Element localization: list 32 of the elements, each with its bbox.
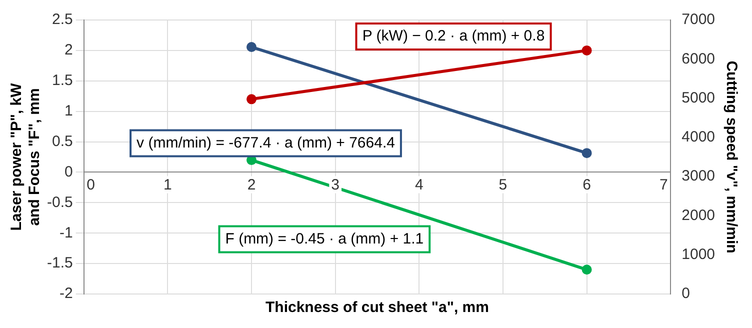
y2-tick-label: 3000 (682, 168, 716, 185)
x-tick-label: 3 (331, 176, 340, 194)
annotation: F (mm) = -0.45 · a (mm) + 1.1 (225, 230, 424, 248)
y-tick-label: 0 (64, 163, 73, 180)
y2-axis-title: Cutting speed "v", mm/min (722, 60, 740, 254)
y-tick-label: -1 (60, 224, 73, 242)
y2-tick-label: 5000 (682, 89, 716, 106)
y2-tick-label: 0 (682, 285, 690, 302)
y-axis-title: Laser power "P", kW and Focus "F", mm (8, 82, 44, 231)
x-tick-label: 1 (164, 176, 172, 194)
x-tick-label: 5 (498, 176, 508, 194)
y-tick-label: 2.5 (52, 11, 73, 28)
y-tick-label: 2 (64, 42, 73, 59)
y2-tick-label: 4000 (682, 128, 716, 146)
x-tick-label: 6 (582, 176, 591, 194)
y2-tick-label: 7000 (682, 11, 716, 28)
y-tick-label: -2 (60, 285, 73, 302)
y2-tick-label: 1000 (682, 246, 716, 263)
y-tick-label: 1 (64, 102, 73, 120)
x-axis-title: Thickness of cut sheet "a", mm (266, 299, 489, 316)
x-tick-label: 0 (86, 176, 96, 194)
y-tick-label: 0.5 (52, 132, 73, 150)
y2-tick-label: 6000 (682, 50, 716, 68)
annotation: P (kW) − 0.2 · a (mm) + 0.8 (362, 28, 545, 45)
y2-tick-label: 2000 (682, 206, 716, 224)
y-tick-label: -0.5 (46, 194, 73, 211)
annotation: v (mm/min) = -677.4 · a (mm) + 7664.4 (136, 134, 395, 152)
x-tick-label: 4 (414, 176, 424, 194)
x-tick-label: 2 (247, 176, 256, 194)
x-tick-label: 7 (659, 176, 668, 194)
y-tick-label: 1.5 (52, 72, 73, 90)
y-tick-label: -1.5 (46, 254, 73, 272)
